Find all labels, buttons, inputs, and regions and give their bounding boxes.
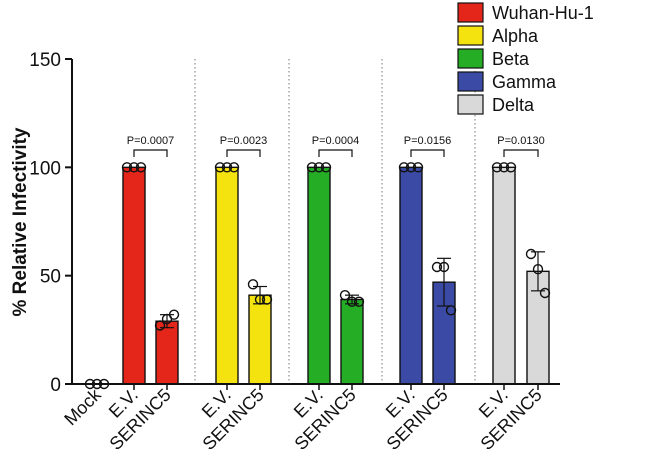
y-axis-label: % Relative Infectivity — [10, 127, 31, 316]
p-value-label: P=0.0004 — [312, 135, 359, 147]
legend: Wuhan-Hu-1 Alpha Beta Gamma Delta — [457, 2, 594, 115]
significance-bracket — [318, 149, 353, 157]
significance-brackets: P=0.0007 P=0.0023 P=0.0004 P=0.0156 P=0.0130 — [127, 135, 545, 157]
significance-bracket — [503, 149, 539, 157]
data-point — [491, 162, 503, 173]
p-value-label: P=0.0130 — [497, 135, 544, 147]
data-point — [405, 162, 417, 173]
data-point — [539, 287, 551, 299]
legend-label: Wuhan-Hu-1 — [492, 3, 594, 23]
y-tick-label: 100 — [29, 158, 61, 179]
data-point — [346, 296, 358, 307]
category-labels: Mock E.V.SERINC5 E.V.SERINC5 E.V.SERINC5 E.V… — [60, 384, 546, 454]
data-point — [339, 289, 351, 301]
legend-label: Gamma — [492, 72, 557, 92]
legend-label: Alpha — [492, 26, 539, 46]
significance-bracket — [133, 149, 168, 157]
legend-label: Delta — [492, 95, 535, 115]
p-value-label: P=0.0023 — [220, 135, 267, 147]
legend-swatch — [457, 94, 484, 115]
data-point — [532, 263, 544, 275]
data-point — [221, 162, 233, 173]
data-point — [306, 162, 318, 173]
data-point — [154, 320, 166, 331]
legend-label: Beta — [492, 49, 530, 69]
data-point — [498, 162, 510, 173]
legend-swatch — [457, 48, 484, 69]
data-point — [261, 294, 273, 305]
data-point — [135, 162, 147, 173]
data-point — [525, 248, 537, 260]
legend-swatch — [457, 2, 484, 23]
data-point — [431, 261, 443, 273]
data-point — [214, 162, 226, 173]
bar — [340, 298, 364, 385]
significance-bracket — [410, 149, 445, 157]
data-point — [247, 279, 259, 290]
data-point — [128, 162, 140, 173]
bar — [215, 166, 239, 385]
legend-swatch — [457, 71, 484, 92]
data-point — [313, 162, 325, 173]
bar — [307, 166, 331, 385]
bar — [492, 166, 516, 385]
data-point — [445, 305, 457, 316]
bar — [122, 166, 146, 385]
p-value-label: P=0.0007 — [127, 135, 174, 147]
bar — [399, 166, 423, 385]
data-point — [228, 162, 240, 173]
data-point — [412, 162, 424, 173]
y-tick-label: 50 — [40, 267, 61, 288]
data-point — [254, 294, 266, 305]
bar — [248, 294, 272, 385]
data-point — [320, 162, 332, 173]
bars — [122, 166, 550, 385]
data-point — [398, 162, 410, 173]
legend-swatch — [457, 25, 484, 46]
data-point — [121, 162, 133, 173]
x-tick-label: Mock — [60, 384, 105, 429]
y-tick-label: 150 — [29, 50, 61, 71]
axes: % Relative Infectivity 0 50 100 150 — [10, 50, 560, 396]
y-tick-label: 0 — [50, 375, 61, 396]
data-point — [353, 296, 365, 307]
data-point — [505, 162, 517, 173]
significance-bracket — [226, 149, 261, 157]
data-point — [168, 309, 180, 320]
p-value-label: P=0.0156 — [404, 135, 451, 147]
data-point — [438, 261, 450, 273]
